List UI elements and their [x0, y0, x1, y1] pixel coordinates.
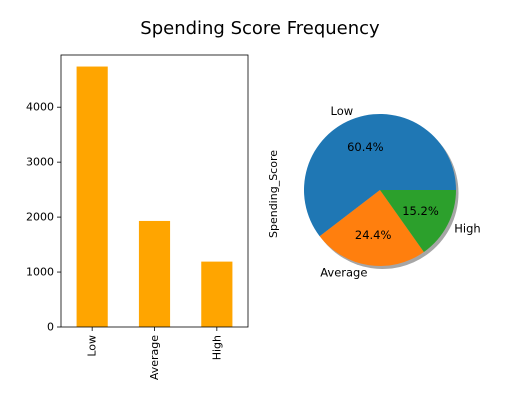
- chart-title: Spending Score Frequency: [140, 18, 380, 39]
- x-tick-label: High: [210, 335, 223, 360]
- pie-slice-low: [303, 113, 456, 237]
- x-tick-label: Average: [148, 335, 161, 380]
- pie-pct-label-average: 24.4%: [355, 228, 392, 242]
- y-tick-label: 2000: [26, 211, 54, 224]
- pie-label-high: High: [454, 221, 480, 235]
- pie-label-average: Average: [320, 266, 367, 280]
- pie-slice-average: [319, 190, 424, 266]
- bar-average: [138, 220, 171, 327]
- pie-pct-label-high: 15.2%: [402, 204, 439, 218]
- pie-slice-high: [380, 190, 456, 253]
- x-tick-label: Low: [86, 335, 99, 357]
- y-tick-label: 3000: [26, 156, 54, 169]
- pie-ylabel: Spending_Score: [267, 150, 280, 238]
- bar-low: [76, 66, 108, 327]
- pie-chart: Spending_Score 60.4% Low 24.4% Average 15.2%…: [267, 104, 481, 280]
- y-tick-label: 4000: [26, 101, 54, 114]
- pie-pct-label-low: 60.4%: [347, 140, 384, 154]
- pie-label-low: Low: [331, 104, 354, 118]
- bar-chart: Low Average High 0 1000 2000 3000 4000: [26, 54, 249, 380]
- y-tick-label: 0: [47, 321, 54, 334]
- bar-axes-frame: [60, 54, 249, 328]
- y-tick-label: 1000: [26, 266, 54, 279]
- bar-high: [201, 261, 233, 327]
